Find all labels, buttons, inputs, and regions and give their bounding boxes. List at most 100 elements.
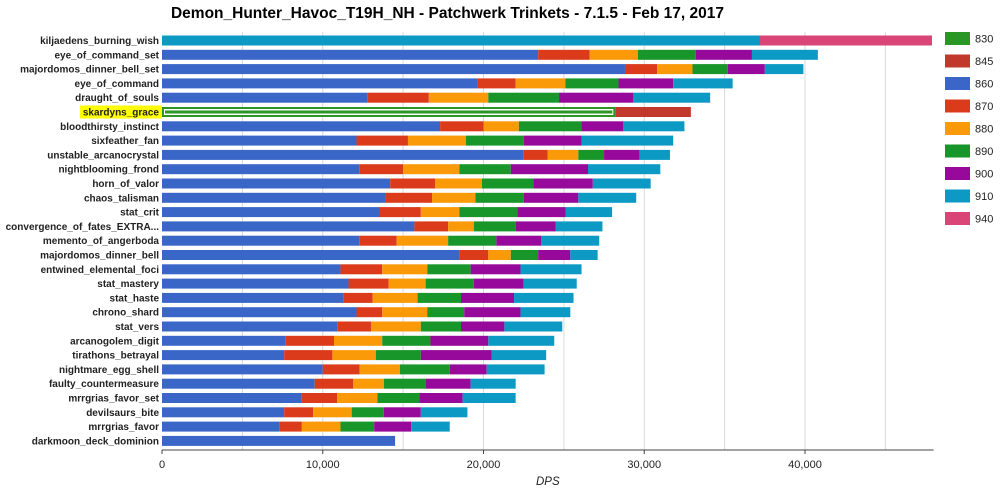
legend-swatch — [945, 77, 970, 90]
bar-segment — [388, 278, 426, 289]
legend-label: 940 — [975, 214, 993, 226]
legend-swatch — [945, 167, 970, 180]
bar-segment — [162, 393, 302, 403]
legend-label: 880 — [975, 124, 993, 136]
bar-segment — [162, 64, 625, 75]
bar-segment — [481, 178, 534, 189]
bar-segment — [417, 292, 461, 303]
bar-segment — [515, 78, 566, 89]
bar-segment — [570, 250, 598, 260]
chart-title: Demon_Hunter_Havoc_T19H_NH - Patchwerk T… — [170, 5, 725, 22]
category-label: eye_of_command — [75, 79, 159, 90]
category-label: majordomos_dinner_bell_set — [20, 65, 160, 76]
bar-segment — [459, 164, 511, 175]
bar-segment — [538, 250, 571, 260]
bar-segment — [343, 292, 373, 303]
legend-label: 900 — [975, 169, 993, 181]
legend-label: 845 — [975, 56, 993, 68]
bar-segment — [351, 407, 384, 418]
bar-segment — [377, 393, 420, 403]
bar-segment — [448, 235, 497, 246]
category-label: nightblooming_frond — [58, 165, 159, 176]
bar-segment — [162, 307, 357, 318]
bar-segment — [692, 64, 728, 75]
legend-swatch — [945, 189, 970, 203]
bar-segment — [162, 421, 280, 432]
bar-segment — [751, 49, 818, 60]
category-label: stat_vers — [115, 322, 159, 333]
legend-swatch — [945, 122, 970, 135]
bar-segment — [332, 350, 376, 361]
category-label: unstable_arcanocrystal — [47, 150, 159, 161]
bar-segment — [618, 78, 674, 89]
bar-segment — [337, 393, 378, 403]
bar-segment — [382, 335, 431, 346]
bar-segment — [541, 235, 600, 246]
bar-segment — [473, 221, 516, 232]
bar-segment — [356, 307, 383, 318]
bar-segment — [624, 64, 658, 75]
category-label: mrrgrias_favor — [88, 422, 159, 433]
bar-segment — [517, 207, 566, 218]
bar-segment — [488, 250, 511, 260]
bar-segment — [162, 364, 323, 375]
bar-segment — [427, 307, 465, 318]
bar-segment — [375, 350, 421, 361]
x-tick-label: 40,000 — [788, 459, 822, 471]
bar-segment — [559, 92, 633, 103]
category-label: memento_of_angerboda — [43, 236, 160, 247]
category-label: mrrgrias_favor_set — [68, 394, 159, 405]
bar-segment — [632, 92, 711, 103]
bar-segment — [284, 350, 333, 361]
bar-segment — [162, 378, 315, 389]
bar-segment — [353, 378, 384, 389]
bar-segment — [367, 92, 429, 103]
bar-segment — [162, 292, 344, 303]
legend-label: 890 — [975, 146, 993, 158]
bar-segment — [314, 378, 354, 389]
y-axis-labels: kiljaedens_burning_wish eye_of_command_se… — [6, 36, 160, 447]
bar-segment — [374, 421, 412, 432]
bar-segment — [162, 250, 460, 260]
bar-segment — [383, 407, 421, 418]
bar-segment — [313, 407, 352, 418]
category-label: sixfeather_fan — [91, 136, 159, 147]
bar-segment — [547, 149, 579, 160]
category-label: convergence_of_fates_EXTRA... — [6, 222, 160, 233]
highlight-layer — [80, 105, 162, 119]
bar-segment — [578, 149, 605, 160]
bar-segment — [673, 78, 733, 89]
bar-segment — [488, 92, 560, 103]
bar-segment — [460, 292, 515, 303]
legend-label: 910 — [975, 191, 993, 203]
bar-segment — [356, 135, 408, 146]
bar-segment — [523, 192, 579, 203]
bar-segment — [162, 207, 380, 218]
bar-segment — [581, 135, 674, 146]
x-axis: 0 10,000 20,000 30,000 40,000 — [159, 449, 934, 471]
bar-segment — [459, 250, 489, 260]
bar-segment — [488, 335, 555, 346]
bar-segment — [162, 335, 286, 346]
bar-segment — [639, 149, 670, 160]
bar-segment — [565, 207, 613, 218]
bar-segment — [399, 364, 450, 375]
category-label: devilsaurs_bite — [86, 408, 159, 419]
bar-segment — [523, 278, 577, 289]
category-label: chrono_shard — [92, 308, 159, 319]
bar-segment — [359, 235, 397, 246]
category-label: stat_crit — [120, 208, 160, 219]
bar-segment — [475, 192, 524, 203]
bar-segment — [334, 335, 383, 346]
bar-segment — [322, 364, 360, 375]
category-label: bloodthirsty_instinct — [60, 122, 160, 133]
bar-segment — [496, 235, 542, 246]
legend-swatch — [945, 99, 970, 113]
bar-segment — [162, 407, 285, 418]
bar-segment — [379, 207, 421, 218]
category-label: majordomos_dinner_bell — [40, 251, 159, 262]
bar-segment — [340, 264, 383, 275]
bar-segment — [162, 135, 357, 146]
category-label: arcanogolem_digit — [70, 336, 160, 347]
